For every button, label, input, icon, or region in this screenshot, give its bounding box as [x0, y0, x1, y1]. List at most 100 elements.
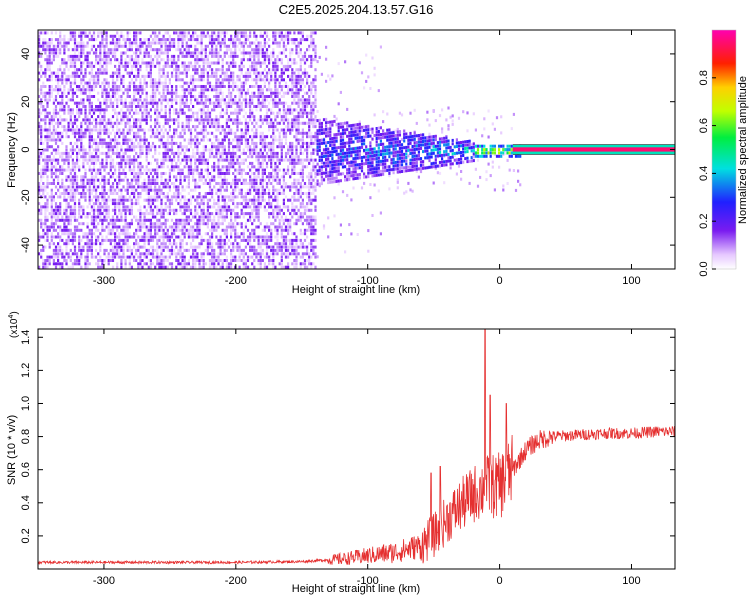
spectrogram-cell: [63, 158, 66, 162]
spectrogram-cell: [227, 81, 231, 85]
spectrogram-cell: [92, 111, 96, 115]
spectrogram-cell: [234, 121, 237, 125]
spectrogram-cell: [111, 125, 115, 129]
spectrogram-cell: [103, 195, 106, 199]
spectrogram-cell: [181, 222, 184, 226]
spectrogram-cell: [225, 105, 228, 108]
spectrogram-cell: [135, 121, 138, 125]
spectrogram-cell: [261, 34, 264, 38]
spectrogram-cell: [40, 172, 43, 175]
spectrogram-cell: [92, 78, 96, 82]
spectrogram-cell: [208, 228, 212, 232]
spectrogram-cell: [227, 98, 231, 102]
spectrogram-cell: [189, 218, 193, 222]
spectrogram-cell: [147, 111, 150, 115]
spectrogram-cell: [59, 208, 62, 212]
spectrogram-cell: [230, 95, 233, 98]
spectrogram-cell: [88, 105, 91, 108]
spectrogram-cell: [118, 151, 121, 155]
spectrogram-cell: [65, 41, 68, 45]
spectrogram-cell: [92, 168, 96, 172]
spectrogram-cell: [208, 51, 212, 55]
spectrogram-cell: [128, 262, 131, 266]
spectrogram-cell: [111, 248, 115, 252]
spectrogram-cell: [109, 121, 112, 125]
spectrogram-cell: [230, 131, 233, 135]
spectrogram-cell: [133, 158, 136, 162]
spectrogram-cell: [59, 64, 62, 68]
spectrogram-cell: [242, 255, 245, 259]
spectrogram-cell: [67, 68, 70, 72]
spectrogram-cell: [202, 145, 205, 149]
spectrogram-cell: [240, 182, 243, 185]
spectrogram-cell: [160, 182, 163, 185]
spectrogram-cell: [92, 212, 96, 216]
spectrogram-cell: [221, 218, 224, 222]
spectrogram-cell: [270, 161, 273, 165]
spectrogram-cell: [149, 148, 152, 152]
spectrogram-cell: [221, 58, 224, 62]
spectrogram-cell: [183, 165, 186, 169]
spectrogram-cell: [130, 248, 133, 252]
spectrogram-cell: [124, 151, 127, 155]
spectrogram-cell: [204, 222, 207, 226]
spectrogram-cell: [67, 255, 70, 259]
spectrogram-cell: [50, 242, 53, 246]
spectrogram-cell: [82, 158, 85, 162]
spectrogram-cell: [126, 118, 129, 122]
spectrogram-cell: [183, 212, 186, 216]
spectrogram-cell: [213, 248, 216, 252]
spectrogram-cell: [227, 64, 231, 68]
spectrogram-cell: [84, 71, 87, 75]
spectrogram-cell: [42, 185, 45, 189]
spectrogram-cell: [257, 151, 260, 155]
spectrogram-cell: [177, 228, 180, 232]
spectrogram-cell: [221, 61, 224, 65]
spectrogram-cell: [111, 81, 115, 85]
spectrogram-cell: [261, 195, 264, 199]
spectrogram-cell: [54, 218, 58, 222]
spectrogram-cell: [130, 101, 133, 105]
spectrogram-cell: [164, 78, 167, 82]
spectrogram-cell: [141, 218, 144, 222]
spectrogram-cell: [221, 242, 224, 246]
spectrogram-cell: [185, 222, 188, 226]
spectrogram-cell: [181, 108, 184, 112]
spectrogram-cell: [137, 125, 140, 129]
spectrogram-cell: [253, 215, 256, 219]
spectrogram-cell: [177, 222, 180, 226]
spectrogram-cell: [162, 255, 165, 259]
spectrogram-cell: [160, 198, 163, 202]
spectrogram-cell: [99, 192, 102, 195]
spectrogram-cell: [181, 41, 184, 45]
spectrogram-cell: [160, 192, 163, 195]
spectrogram-cell: [151, 222, 155, 226]
spectrogram-cell: [257, 208, 260, 212]
spectrogram-cell: [111, 85, 115, 88]
spectrogram-cell: [253, 135, 256, 139]
spectrogram-cell: [95, 208, 98, 212]
spectrogram-cell: [253, 51, 256, 55]
spectrogram-cell: [270, 151, 273, 155]
spectrogram-cell: [137, 44, 140, 48]
spectrogram-cell: [265, 98, 269, 102]
spectrogram-cell: [107, 198, 110, 202]
spectrogram-cell: [272, 215, 275, 219]
spectrogram-cell: [268, 262, 271, 266]
spectrogram-cell: [101, 88, 104, 92]
spectrogram-cell: [88, 238, 91, 242]
spectrogram-cell: [57, 215, 60, 219]
spectrogram-cell: [71, 182, 74, 185]
spectrogram-cell: [145, 168, 148, 172]
spectrogram-cell: [236, 128, 239, 132]
spectrogram-cell: [54, 228, 58, 232]
spectrogram-cell: [223, 232, 226, 236]
spectrogram-cell: [145, 108, 148, 112]
spectrogram-cell: [116, 98, 119, 102]
spectrogram-cell: [65, 202, 68, 206]
spectrogram-cell: [179, 235, 182, 239]
spectrogram-cell: [249, 44, 252, 48]
spectrogram-cell: [73, 192, 77, 195]
spectrogram-cell: [137, 245, 140, 249]
spectrogram-cell: [124, 242, 127, 246]
